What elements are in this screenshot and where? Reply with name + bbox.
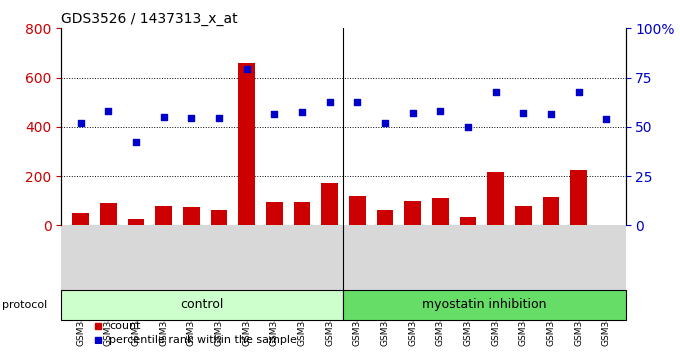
Bar: [128, 219, 144, 225]
Bar: [571, 170, 587, 225]
Point: [517, 110, 528, 116]
Bar: [183, 207, 199, 225]
Point: [407, 110, 418, 116]
Bar: [432, 198, 449, 225]
Bar: [488, 172, 504, 225]
Point: [352, 99, 362, 105]
Point: [158, 114, 169, 120]
Text: percentile rank within the sample: percentile rank within the sample: [109, 335, 297, 345]
Point: [186, 115, 197, 121]
Bar: [100, 203, 116, 225]
Bar: [343, 290, 626, 320]
Point: [601, 116, 612, 122]
Bar: [155, 206, 172, 225]
Text: GDS3526 / 1437313_x_at: GDS3526 / 1437313_x_at: [61, 12, 238, 26]
Text: count: count: [109, 321, 141, 331]
Bar: [377, 211, 393, 225]
Text: control: control: [181, 298, 224, 312]
Bar: [238, 63, 255, 225]
Point: [462, 124, 473, 130]
Bar: [515, 206, 532, 225]
Point: [379, 120, 390, 126]
Bar: [321, 183, 338, 225]
Point: [131, 139, 141, 144]
Point: [573, 90, 584, 95]
Point: [296, 109, 307, 115]
Point: [75, 120, 86, 126]
Point: [269, 112, 279, 117]
Bar: [294, 202, 310, 225]
Text: myostatin inhibition: myostatin inhibition: [422, 298, 547, 312]
Bar: [543, 197, 559, 225]
Point: [214, 115, 224, 121]
Point: [545, 112, 556, 117]
Bar: [266, 202, 282, 225]
Point: [324, 99, 335, 105]
Bar: [405, 201, 421, 225]
Text: protocol: protocol: [2, 300, 48, 310]
Point: [435, 108, 445, 114]
Bar: [349, 196, 366, 225]
Bar: [460, 217, 476, 225]
Point: [103, 108, 114, 114]
Bar: [61, 290, 343, 320]
Bar: [211, 211, 227, 225]
Point: [490, 90, 501, 95]
Point: [241, 66, 252, 72]
Bar: [72, 213, 89, 225]
